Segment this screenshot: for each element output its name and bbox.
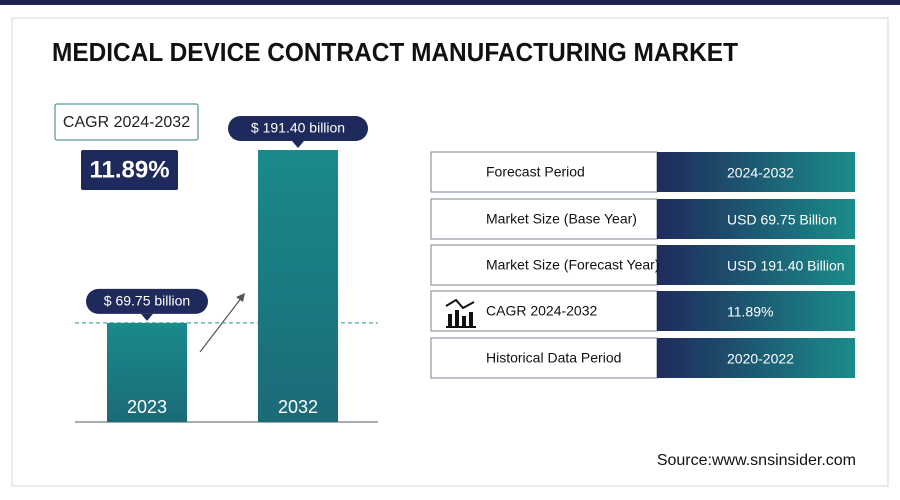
value-label-tail (141, 313, 153, 321)
row-value-cell (657, 338, 855, 378)
row-label-cell (430, 151, 658, 193)
row-label: Historical Data Period (486, 350, 621, 366)
value-label: $ 191.40 billion (251, 120, 345, 136)
row-value-cell (657, 152, 855, 192)
row-value: 11.89% (727, 304, 773, 320)
bar (107, 322, 187, 422)
bar (258, 150, 338, 422)
value-label: $ 69.75 billion (104, 293, 190, 309)
cagr-icon (445, 298, 476, 328)
row-value-cell (657, 199, 855, 239)
row-value-cell (657, 291, 855, 331)
row-value-cell (657, 245, 855, 285)
value-label-box (228, 116, 368, 141)
x-tick-label: 2032 (278, 397, 318, 417)
cagr-label: CAGR 2024-2032 (63, 114, 190, 131)
row-label: Market Size (Base Year) (486, 211, 637, 227)
source: Source:www.snsinsider.com (657, 452, 856, 469)
row-value: 2024-2032 (727, 165, 794, 181)
arrow-head (236, 293, 245, 302)
summary-table: Forecast Period 2024-2032 Market Size (Bas… (430, 151, 855, 379)
row-label-cell (430, 290, 658, 332)
value-label-box (86, 288, 208, 314)
top-band (0, 0, 900, 5)
value-label-tail (292, 141, 304, 148)
row-value: USD 69.75 Billion (727, 212, 837, 228)
row-label: Market Size (Forecast Year) (486, 257, 660, 273)
cagr-box (54, 103, 199, 141)
row-label: CAGR 2024-2032 (486, 303, 598, 319)
cagr-value-box (81, 150, 178, 190)
cagr-value: 11.89% (89, 156, 169, 183)
row-label-cell (430, 244, 658, 286)
x-tick-label: 2023 (127, 397, 167, 417)
chart-title: MEDICAL DEVICE CONTRACT MANUFACTURING MA… (52, 37, 738, 67)
row-value: 2020-2022 (727, 351, 794, 367)
growth-arrow (199, 296, 243, 353)
row-label: Forecast Period (486, 164, 585, 180)
row-value: USD 191.40 Billion (727, 258, 845, 274)
